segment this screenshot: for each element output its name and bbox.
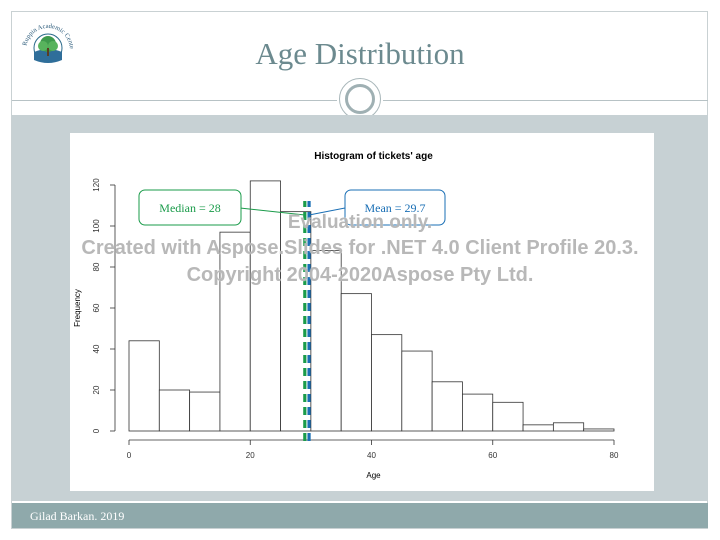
histogram-bar	[128, 340, 160, 432]
histogram-bar	[158, 389, 191, 432]
y-tick-label: 40	[92, 344, 101, 353]
histogram-bar	[431, 381, 463, 432]
callout-label: Mean = 29.7	[364, 201, 425, 215]
callout-box	[138, 189, 242, 226]
y-tick-label: 80	[92, 262, 101, 271]
y-axis-label: Frequency	[73, 289, 82, 327]
y-tick-label: 120	[92, 178, 101, 192]
histogram-bar	[462, 393, 494, 432]
x-tick-label: 20	[246, 451, 255, 460]
title-divider-right	[383, 100, 708, 101]
callout-leader	[239, 207, 305, 216]
histogram-bar	[522, 424, 554, 432]
callout-label: Median = 28	[159, 201, 220, 215]
histogram-bar	[552, 422, 585, 432]
y-tick-label: 100	[92, 219, 101, 233]
chart-container: Histogram of tickets' age 0 20 40 60 80 Age 0 20…	[70, 133, 654, 491]
histogram-chart: Histogram of tickets' age 0 20 40 60 80 Age 0 20…	[73, 151, 619, 480]
y-tick-label: 0	[92, 428, 101, 433]
footer-text: Gilad Barkan. 2019	[30, 509, 125, 523]
x-axis-label: Age	[366, 471, 381, 480]
footer-band	[12, 503, 708, 528]
divider-ornament-ring	[345, 84, 375, 114]
histogram-bar	[189, 391, 221, 432]
histogram-bar	[492, 401, 524, 432]
title-divider-left	[12, 100, 337, 101]
x-tick-label: 60	[488, 451, 497, 460]
x-tick-label: 80	[610, 451, 619, 460]
histogram-bar	[371, 334, 403, 432]
watermark-line-3: Copyright 2004-2020Aspose Pty Ltd.	[186, 264, 534, 286]
histogram-bar	[340, 293, 372, 432]
histogram-bar	[310, 250, 342, 432]
college-logo: Ruppin Academic Center	[16, 16, 75, 63]
watermark-line-1: Evaluation only.	[287, 212, 433, 233]
histogram-bar	[583, 428, 615, 432]
x-tick-label: 40	[367, 451, 376, 460]
y-tick-label: 60	[92, 303, 101, 312]
slide-title: Age Distribution	[255, 36, 465, 71]
callout-leader	[308, 207, 346, 216]
y-tick-label: 20	[92, 385, 101, 394]
watermark-line-2: Created with Aspose.Slides for .NET 4.0 …	[81, 237, 639, 259]
histogram-bar	[219, 231, 251, 432]
chart-title: Histogram of tickets' age	[314, 151, 433, 162]
callout-box	[344, 189, 446, 226]
x-tick-label: 0	[127, 451, 132, 460]
histogram-bar	[401, 350, 433, 432]
histogram-bar	[249, 180, 281, 432]
